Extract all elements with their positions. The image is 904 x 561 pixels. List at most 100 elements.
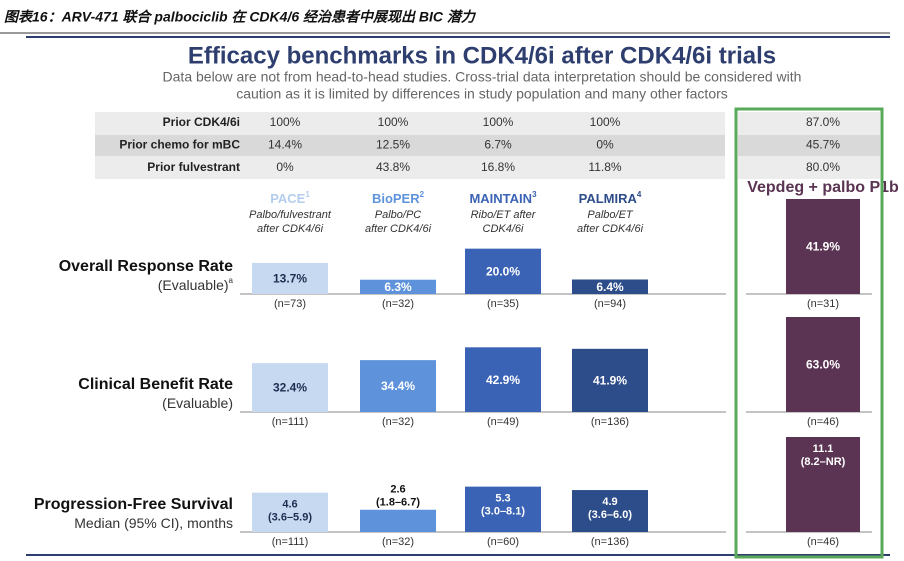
- bar: [786, 199, 860, 294]
- study-desc: after CDK4/6i: [257, 223, 324, 235]
- metric-sublabel-text: (Evaluable): [162, 395, 233, 411]
- n-label: (n=35): [487, 298, 519, 310]
- value-label: 6.4%: [596, 280, 624, 294]
- bar: [360, 509, 436, 532]
- study-name-text: Vepdeg + palbo P1b: [747, 179, 899, 196]
- study-name: Vepdeg + palbo P1b: [747, 179, 899, 196]
- study-desc: after CDK4/6i: [577, 223, 644, 235]
- ci-label: (1.8–6.7): [376, 497, 420, 509]
- n-label: (n=49): [487, 416, 519, 428]
- value-label: 5.3: [495, 493, 510, 505]
- value-label: 13.7%: [273, 272, 307, 286]
- metric-sublabel: Median (95% CI), months: [74, 515, 233, 531]
- table-row: [738, 157, 880, 179]
- study-sup: 4: [637, 190, 642, 199]
- cell: 45.7%: [806, 138, 840, 152]
- n-label: (n=46): [807, 416, 839, 428]
- study-desc: after CDK4/6i: [365, 223, 432, 235]
- study-sup: 2: [420, 190, 425, 199]
- metric-label: Progression-Free Survival: [34, 496, 233, 513]
- subtitle: caution as it is limited by differences …: [236, 86, 728, 102]
- study-name-text: MAINTAIN: [469, 191, 532, 206]
- n-label: (n=32): [382, 416, 414, 428]
- value-label: 41.9%: [806, 240, 840, 254]
- highlight-box: [734, 107, 884, 559]
- bar: [786, 437, 860, 532]
- cell: 16.8%: [481, 160, 515, 174]
- metric-sublabel-text: (Evaluable): [158, 277, 229, 293]
- caption: 图表16：ARV-471 联合 palbociclib 在 CDK4/6 经治患…: [4, 9, 477, 25]
- value-label: 63.0%: [806, 358, 840, 372]
- n-label: (n=32): [382, 298, 414, 310]
- value-label: 2.6: [390, 484, 405, 496]
- bar: [252, 492, 328, 532]
- study-name-text: PALMIRA: [579, 191, 638, 206]
- metric-label: Clinical Benefit Rate: [78, 376, 233, 393]
- charts: PACE1 Palbo/fulvestrant after CDK4/6i BioPE…: [34, 179, 899, 548]
- n-label: (n=32): [382, 536, 414, 548]
- bar: [572, 490, 648, 532]
- cell: 14.4%: [268, 138, 302, 152]
- study-name: PALMIRA4: [579, 190, 642, 206]
- cell: 100%: [590, 115, 621, 129]
- cell: 6.7%: [484, 138, 512, 152]
- cell: 43.8%: [376, 160, 410, 174]
- n-label: (n=94): [594, 298, 626, 310]
- n-label: (n=136): [591, 536, 629, 548]
- value-label: 42.9%: [486, 373, 520, 387]
- table-row: [738, 134, 880, 157]
- value-label: 34.4%: [381, 379, 415, 393]
- metric-label: Overall Response Rate: [59, 258, 233, 275]
- prior-table: Prior CDK4/6i 100% 100% 100% 100% 87.0% Prior …: [95, 112, 880, 179]
- value-label: 4.6: [282, 499, 297, 511]
- ci-label: (3.0–8.1): [481, 506, 525, 518]
- value-label: 11.1: [813, 443, 834, 455]
- row-label: Prior CDK4/6i: [163, 115, 240, 129]
- value-label: 41.9%: [593, 374, 627, 388]
- cell: 100%: [378, 115, 409, 129]
- n-label: (n=46): [807, 536, 839, 548]
- metric-sup: a: [229, 276, 234, 285]
- cell: 100%: [483, 115, 514, 129]
- bar: [252, 363, 328, 412]
- table-row: [95, 112, 725, 134]
- table-row: [95, 157, 725, 179]
- value-label: 6.3%: [384, 280, 412, 294]
- ci-label: (3.6–6.0): [588, 509, 632, 521]
- study-desc: CDK4/6i: [483, 223, 525, 235]
- value-label: 32.4%: [273, 381, 307, 395]
- value-label: 4.9: [602, 496, 617, 508]
- ci-label: (8.2–NR): [801, 456, 846, 468]
- value-label: 20.0%: [486, 264, 520, 278]
- bar: [465, 347, 541, 412]
- n-label: (n=111): [272, 536, 309, 548]
- row-label: Prior chemo for mBC: [119, 138, 240, 152]
- metric-sublabel: (Evaluable)a: [158, 276, 234, 293]
- bar: [360, 360, 436, 412]
- study-desc: Palbo/PC: [375, 209, 422, 221]
- cell: 0%: [596, 138, 614, 152]
- cell: 87.0%: [806, 115, 840, 129]
- bar: [786, 317, 860, 412]
- bar: [572, 348, 648, 412]
- bar: [252, 262, 328, 294]
- title: Efficacy benchmarks in CDK4/6i after CDK…: [188, 42, 776, 69]
- table-row: [95, 134, 725, 157]
- bar: [360, 279, 436, 294]
- n-label: (n=60): [487, 536, 519, 548]
- study-sup: 1: [305, 190, 310, 199]
- n-label: (n=31): [807, 298, 839, 310]
- bar: [465, 248, 541, 294]
- cell: 0%: [276, 160, 294, 174]
- metric-sublabel: (Evaluable): [162, 395, 233, 411]
- row-label: Prior fulvestrant: [147, 160, 240, 174]
- cell: 100%: [270, 115, 301, 129]
- n-label: (n=136): [591, 416, 629, 428]
- cell: 12.5%: [376, 138, 410, 152]
- bar: [572, 279, 648, 294]
- metric-sublabel-text: Median (95% CI), months: [74, 515, 233, 531]
- subtitle: Data below are not from head-to-head stu…: [163, 69, 802, 85]
- study-name: PACE1: [270, 190, 310, 206]
- study-desc: Palbo/ET: [587, 209, 634, 221]
